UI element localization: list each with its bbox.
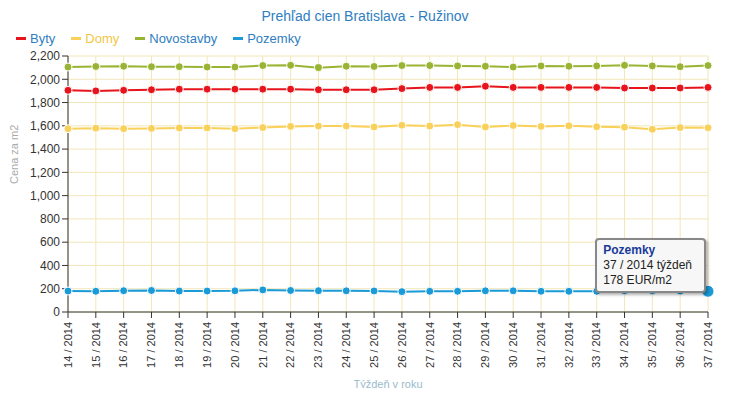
svg-text:2,200: 2,200 bbox=[30, 49, 60, 63]
html-text:Byty: Byty bbox=[30, 30, 56, 46]
svg-text:35 / 2014: 35 / 2014 bbox=[646, 322, 658, 368]
html-text:Novostavby: Novostavby bbox=[149, 30, 218, 46]
svg-text:17 / 2014: 17 / 2014 bbox=[145, 322, 157, 368]
svg-text:30 / 2014: 30 / 2014 bbox=[507, 322, 519, 368]
html-text:Pozemky: Pozemky bbox=[603, 243, 656, 257]
svg-text:21 / 2014: 21 / 2014 bbox=[257, 322, 269, 368]
svg-text:37 / 2014: 37 / 2014 bbox=[702, 322, 714, 368]
svg-text:34 / 2014: 34 / 2014 bbox=[618, 322, 630, 368]
svg-text:32 / 2014: 32 / 2014 bbox=[563, 322, 575, 368]
html-text:Pozemky: Pozemky bbox=[247, 30, 301, 46]
svg-text:2,000: 2,000 bbox=[30, 73, 60, 87]
svg-text:1,200: 1,200 bbox=[30, 166, 60, 180]
svg-text:19 / 2014: 19 / 2014 bbox=[201, 322, 213, 368]
svg-text:23 / 2014: 23 / 2014 bbox=[312, 322, 324, 368]
svg-text:18 / 2014: 18 / 2014 bbox=[173, 322, 185, 368]
html-text:Domy: Domy bbox=[85, 30, 120, 46]
svg-text:24 / 2014: 24 / 2014 bbox=[340, 322, 352, 368]
svg-text:Týždeň v roku: Týždeň v roku bbox=[353, 378, 422, 388]
svg-text:600: 600 bbox=[40, 235, 60, 249]
svg-text:1,400: 1,400 bbox=[30, 142, 60, 156]
svg-text:25 / 2014: 25 / 2014 bbox=[368, 322, 380, 368]
html-text:178 EUR/m2: 178 EUR/m2 bbox=[603, 273, 672, 287]
svg-text:20 / 2014: 20 / 2014 bbox=[229, 322, 241, 368]
svg-text:200: 200 bbox=[40, 282, 60, 296]
svg-text:1,800: 1,800 bbox=[30, 96, 60, 110]
svg-text:16 / 2014: 16 / 2014 bbox=[117, 322, 129, 368]
svg-text:26 / 2014: 26 / 2014 bbox=[396, 322, 408, 368]
svg-text:36 / 2014: 36 / 2014 bbox=[674, 322, 686, 368]
svg-text:33 / 2014: 33 / 2014 bbox=[591, 322, 603, 368]
svg-text:29 / 2014: 29 / 2014 bbox=[479, 322, 491, 368]
svg-text:0: 0 bbox=[53, 305, 60, 319]
svg-text:400: 400 bbox=[40, 259, 60, 273]
svg-text:28 / 2014: 28 / 2014 bbox=[451, 322, 463, 368]
svg-text:31 / 2014: 31 / 2014 bbox=[535, 322, 547, 368]
svg-text:1,000: 1,000 bbox=[30, 189, 60, 203]
svg-text:Cena za m2: Cena za m2 bbox=[8, 125, 20, 184]
html-text:Prehľad cien Bratislava - Ruži: Prehľad cien Bratislava - Ružinov bbox=[261, 8, 469, 24]
svg-text:1,600: 1,600 bbox=[30, 119, 60, 133]
svg-text:27 / 2014: 27 / 2014 bbox=[424, 322, 436, 368]
svg-text:800: 800 bbox=[40, 212, 60, 226]
html-text:37 / 2014 týždeň: 37 / 2014 týždeň bbox=[603, 258, 692, 272]
svg-text:14 / 2014: 14 / 2014 bbox=[62, 322, 74, 368]
svg-text:22 / 2014: 22 / 2014 bbox=[284, 322, 296, 368]
svg-text:15 / 2014: 15 / 2014 bbox=[90, 322, 102, 368]
